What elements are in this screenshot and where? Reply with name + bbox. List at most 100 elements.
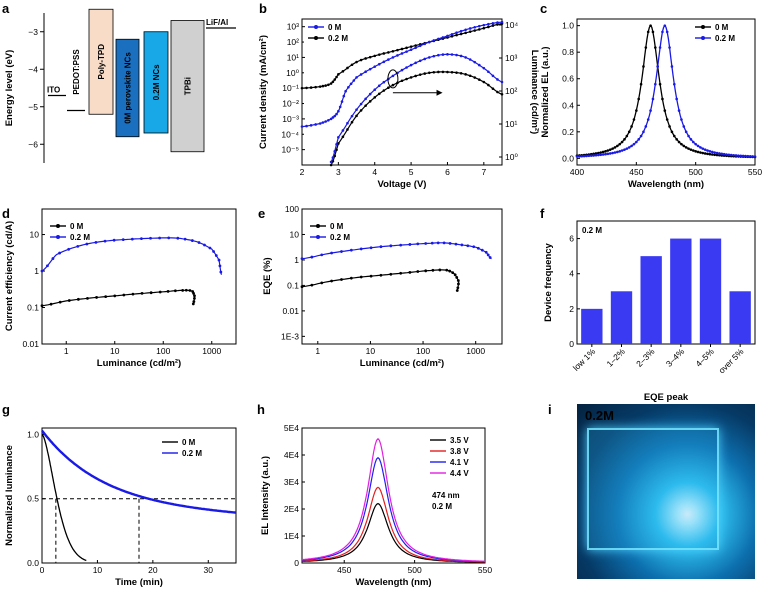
- panel-h-xtick-label: 500: [408, 565, 422, 575]
- panel-c-marker-0: [663, 109, 667, 112]
- panel-b-marker-2: [468, 74, 472, 78]
- panel-e-marker-0: [399, 271, 403, 275]
- panel-g-legend-label-0: 0 M: [182, 438, 196, 447]
- panel-c-marker-1: [589, 154, 593, 157]
- panel-c-marker-1: [585, 154, 588, 158]
- panel-e-marker-1: [454, 242, 458, 246]
- panel-b-marker-0: [473, 29, 477, 32]
- panel-c-marker-0: [651, 30, 655, 34]
- panel-b-marker-0: [309, 86, 313, 89]
- panel-b-marker-2: [459, 71, 463, 75]
- panel-f-xtick-label-1: 1–2%: [604, 346, 627, 369]
- panel-b-marker-1: [405, 50, 408, 53]
- panel-f-ytick-label: 4: [569, 269, 574, 279]
- panel-b-marker-1: [414, 46, 417, 50]
- panel-d-xtick-label: 1: [64, 346, 69, 356]
- panel-c-marker-0: [620, 140, 624, 144]
- panel-b-marker-3: [373, 88, 377, 91]
- panel-b-marker-3: [364, 97, 367, 101]
- panel-b-marker-0: [414, 44, 417, 47]
- panel-d-marker-1: [197, 241, 201, 244]
- panel-d-ytick-label: 10: [30, 230, 40, 240]
- panel-e-marker-1: [484, 250, 488, 254]
- panel-c-marker-1: [637, 138, 641, 141]
- panel-h-ylabel: EL Intensity (a.u.): [260, 456, 271, 535]
- panel-d-marker-0: [181, 288, 185, 292]
- panel-d-marker-0: [49, 302, 53, 306]
- panel-e-marker-1: [379, 245, 383, 249]
- panel-c-marker-0: [699, 151, 702, 154]
- panel-b-marker-0: [346, 66, 349, 70]
- panel-f-bar-1: [610, 291, 633, 344]
- panel-c-marker-1: [575, 155, 579, 158]
- panel-e-ytick-label: 1E-3: [281, 331, 299, 341]
- panel-b-marker-1: [500, 20, 504, 24]
- panel-b-marker-3: [473, 60, 477, 64]
- panel-b-marker-2: [427, 71, 431, 75]
- panel-h-series-3: [301, 437, 486, 562]
- panel-d-marker-0: [122, 293, 126, 297]
- panel-b-marker-2: [418, 73, 422, 76]
- panel-b-marker-1: [450, 33, 454, 36]
- panel-h-ytick-label: 1E4: [284, 531, 299, 541]
- panel-e-marker-1: [408, 243, 412, 246]
- layer-3: [115, 38, 140, 138]
- panel-b-marker-1: [335, 112, 338, 116]
- layer-label-4: 0.2M NCs: [152, 64, 161, 101]
- panel-b-marker-3: [337, 136, 340, 139]
- panel-d-marker-0: [193, 294, 196, 298]
- panel-c-marker-1: [734, 154, 738, 157]
- panel-e-marker-0: [379, 273, 383, 277]
- panel-g-ytick-label: 0.5: [27, 494, 39, 504]
- panel-c-marker-0: [606, 149, 610, 152]
- panel-c-marker-0: [668, 125, 671, 128]
- panel-b-marker-1: [382, 60, 386, 64]
- panel-d-legend-label-0: 0 M: [70, 222, 84, 231]
- panel-c-marker-1: [677, 109, 681, 112]
- panel-c-ylabel: Normalized EL (a.u.): [540, 46, 551, 137]
- panel-f-ytick-label: 6: [569, 234, 574, 244]
- panel-d-marker-0: [166, 289, 170, 293]
- panel-b-marker-1: [349, 82, 353, 86]
- panel-b-marker-1: [423, 42, 427, 46]
- panel-i-label: i: [548, 402, 552, 417]
- panel-g-ytick-label: 1.0: [27, 429, 39, 439]
- panel-c-marker-1: [718, 152, 721, 155]
- panel-e-legend-label-1: 0.2 M: [330, 233, 350, 242]
- panel-c-ytick-label: 0.6: [562, 74, 574, 84]
- panel-b-marker-0: [450, 34, 454, 38]
- panel-e-marker-0: [448, 269, 452, 273]
- panel-f-xtick-label-2: 2–3%: [634, 346, 657, 369]
- panel-b-marker-3: [382, 80, 386, 84]
- panel-b-marker-1: [409, 48, 413, 52]
- panel-c-marker-1: [703, 148, 707, 151]
- panel-e-xlabel: Luminance (cd/m²): [360, 358, 444, 369]
- panel-b-ytick-right-label: 10³: [505, 53, 517, 63]
- panel-b-marker-0: [337, 73, 340, 76]
- panel-d-xtick-label: 10: [110, 346, 120, 356]
- panel-c-marker-1: [597, 153, 600, 157]
- panel-h-legend-label-2: 4.1 V: [450, 458, 469, 467]
- panel-b-marker-3: [482, 66, 486, 70]
- panel-c-marker-1: [642, 130, 645, 134]
- panel-b-marker-1: [333, 114, 337, 118]
- panel-b-ytick-label2: 10²: [287, 37, 299, 47]
- panel-c-ytick-label: 0.4: [562, 100, 574, 110]
- panel-a-ylabel: Energy level (eV): [4, 50, 15, 127]
- panel-b-marker-3: [496, 78, 499, 81]
- panel-c-marker-0: [644, 46, 648, 49]
- panel-b-ytick-label2: 10⁻²: [282, 99, 299, 109]
- panel-e-ylabel: EQE (%): [262, 257, 273, 294]
- panel-c-marker-1: [670, 65, 674, 68]
- panel-b-marker-0: [405, 46, 408, 50]
- panel-d-marker-0: [191, 302, 195, 306]
- panel-d-marker-1: [190, 239, 194, 242]
- panel-c-marker-1: [618, 150, 622, 153]
- panel-b-marker-0: [382, 52, 386, 55]
- panel-c-marker-0: [599, 151, 603, 154]
- panel-c-marker-0: [684, 146, 688, 149]
- panel-c-marker-1: [658, 46, 662, 49]
- panel-f-bar-0: [581, 308, 603, 344]
- panel-b-marker-0: [335, 75, 338, 79]
- panel-d-ylabel: Current efficiency (cd/A): [4, 221, 15, 331]
